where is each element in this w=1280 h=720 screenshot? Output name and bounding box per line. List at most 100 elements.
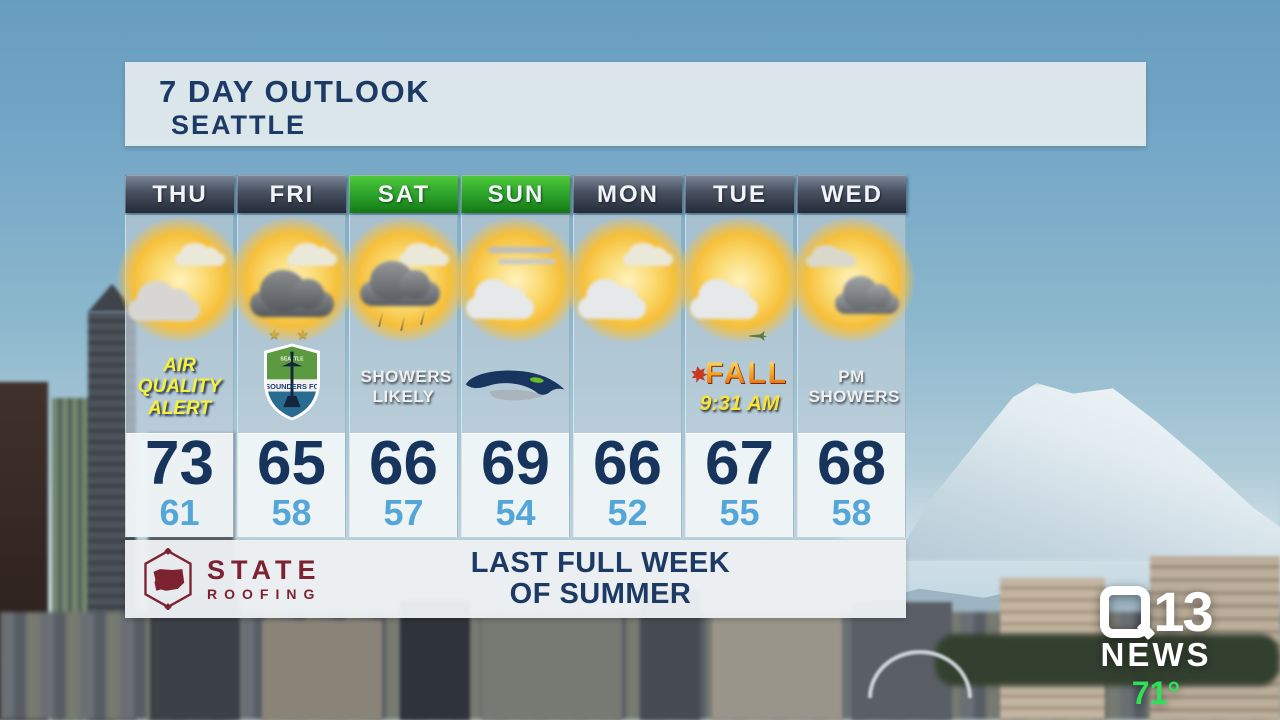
day-label: FRI — [269, 180, 315, 208]
dark-cloud-icon — [250, 270, 334, 317]
forecast-col-sun: SUN 69 54 — [452, 175, 579, 537]
day-label: MON — [597, 180, 659, 208]
seahawks-logo — [465, 370, 565, 401]
temps-panel: 69 54 — [462, 433, 569, 537]
day-header-thu: THU — [125, 175, 234, 213]
airplane-icon — [749, 331, 767, 341]
low-temp: 54 — [495, 491, 536, 533]
temps-panel: 66 57 — [350, 433, 457, 537]
pm-showers-text: PM SHOWERS — [808, 367, 900, 406]
cloud-icon — [287, 242, 337, 266]
annotation-seahawks — [462, 341, 569, 433]
banner-message-line2: OF SUMMER — [509, 578, 692, 610]
q13-number: 13 — [1153, 580, 1213, 643]
air-quality-alert-text: AIR QUALITY ALERT — [137, 355, 222, 419]
low-temp: 55 — [719, 491, 760, 533]
fall-text: FALL — [705, 356, 788, 390]
day-body: PM SHOWERS 68 58 — [788, 215, 915, 537]
high-temp: 65 — [257, 429, 326, 498]
day-label: SUN — [487, 180, 545, 208]
day-body: ★ ★ SEATTLE — [228, 215, 355, 537]
temps-panel: 66 52 — [574, 433, 681, 537]
annotation-showers-likely: SHOWERS LIKELY — [350, 341, 457, 433]
day-label: SAT — [377, 180, 431, 208]
cloud-icon — [623, 242, 673, 266]
annotation-sounders: SEATTLE SOUNDERS FC — [238, 341, 345, 433]
low-temp: 57 — [383, 491, 424, 533]
sounders-shield-icon: SEATTLE SOUNDERS FC — [263, 343, 320, 421]
sun-cloud-airplane-icon — [676, 215, 803, 343]
day-header-mon: MON — [573, 175, 682, 213]
building — [482, 615, 622, 720]
day-body: FALL 9:31 AM 67 55 — [676, 215, 803, 537]
building — [400, 600, 470, 720]
q13-q-glyph-icon — [1100, 586, 1151, 638]
banner-message-line1: LAST FULL WEEK — [470, 546, 731, 579]
championship-stars: ★ ★ — [268, 326, 315, 342]
current-temp: 71° — [1131, 674, 1181, 711]
banner-message: LAST FULL WEEK OF SUMMER — [351, 546, 906, 611]
sponsor-banner: STATE ROOFING LAST FULL WEEK OF SUMMER — [125, 540, 906, 618]
cloud-icon — [175, 242, 225, 266]
forecast-col-mon: MON 66 52 — [564, 175, 691, 537]
day-header-tue: TUE — [685, 175, 794, 213]
fall-label-row: FALL — [691, 356, 788, 390]
building — [712, 610, 842, 720]
day-body: 69 54 — [452, 215, 579, 537]
high-temp: 66 — [369, 429, 438, 498]
sponsor-text: STATE ROOFING — [207, 555, 322, 602]
wispy-cloud-icon — [498, 259, 556, 264]
q13-wordmark: 13 — [1086, 580, 1226, 643]
sun-behind-clouds-icon — [116, 215, 243, 343]
temps-panel: 73 61 — [126, 433, 233, 537]
forecast-col-wed: WED PM SHOWERS 68 58 — [788, 175, 915, 537]
day-header-wed: WED — [797, 175, 906, 213]
forecast-col-sat: SAT SHOWERS LIKELY 66 57 — [340, 175, 467, 537]
low-temp: 58 — [831, 491, 872, 533]
day-header-sun: SUN — [461, 175, 570, 213]
forecast-col-fri: FRI ★ ★ — [228, 175, 355, 537]
cloud-icon — [466, 279, 534, 319]
location-label: SEATTLE — [171, 110, 306, 140]
sun-icon — [676, 217, 803, 343]
wispy-cloud-icon — [488, 247, 554, 253]
day-label: THU — [152, 180, 208, 208]
cloud-icon — [399, 242, 449, 266]
day-label: WED — [821, 180, 883, 208]
fall-time-text: 9:31 AM — [699, 391, 780, 415]
cloud-icon — [128, 281, 200, 321]
sun-icon — [116, 217, 243, 343]
sponsor-name: STATE — [207, 555, 322, 585]
q13-news-logo: 13 NEWS 71° — [1086, 580, 1226, 712]
q13-news-text: NEWS — [1100, 636, 1212, 673]
header-panel: 7 DAY OUTLOOK SEATTLE — [125, 62, 1146, 146]
rain-cloud-icon — [360, 261, 440, 306]
annotation-empty — [574, 341, 681, 433]
sponsor-subname: ROOFING — [207, 586, 322, 602]
annotation-fall-equinox: FALL 9:31 AM — [686, 341, 793, 433]
sun-dark-cloud-icon: ★ ★ — [228, 215, 355, 343]
day-label: TUE — [713, 180, 767, 208]
sun-gray-cloud-icon — [788, 215, 915, 343]
low-temp: 52 — [607, 491, 648, 533]
showers-likely-text: SHOWERS LIKELY — [360, 367, 452, 406]
svg-text:SOUNDERS FC: SOUNDERS FC — [265, 382, 319, 391]
annotation-pm-showers: PM SHOWERS — [798, 341, 905, 433]
seven-day-forecast: THU AIR QUALITY ALERT 73 61 FRI — [116, 175, 915, 537]
sun-with-cloud-icon — [564, 215, 691, 343]
annotation-air-quality: AIR QUALITY ALERT — [126, 341, 233, 433]
treeline — [935, 634, 1280, 686]
maple-leaf-icon — [691, 365, 708, 383]
sun-rain-cloud-icon — [340, 215, 467, 343]
high-temp: 66 — [593, 429, 662, 498]
temps-panel: 65 58 — [238, 433, 345, 537]
high-temp: 67 — [705, 429, 774, 498]
day-body: 66 52 — [564, 215, 691, 537]
cloud-icon — [690, 279, 758, 319]
sun-icon — [564, 217, 691, 343]
low-temp: 58 — [271, 491, 312, 533]
temps-panel: 67 55 — [686, 433, 793, 537]
cloud-icon — [578, 279, 646, 319]
sun-wispy-clouds-icon — [452, 215, 579, 343]
